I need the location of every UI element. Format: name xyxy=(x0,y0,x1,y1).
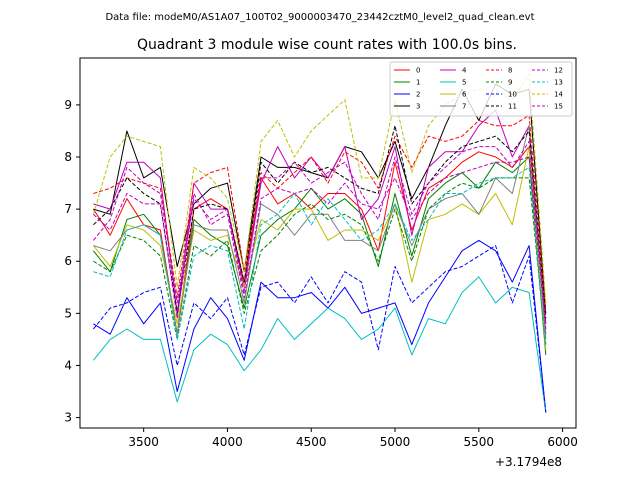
series-line-7 xyxy=(93,125,547,340)
y-tick-label: 8 xyxy=(64,150,72,164)
x-tick-label: 4500 xyxy=(296,435,327,449)
legend-label: 12 xyxy=(554,67,563,75)
x-tick-label: 6000 xyxy=(547,435,578,449)
legend-label: 5 xyxy=(462,79,466,87)
legend-label: 10 xyxy=(508,91,517,99)
y-tick-label: 3 xyxy=(64,411,72,425)
legend-label: 6 xyxy=(462,91,467,99)
series-line-2 xyxy=(93,239,547,413)
y-tick-label: 5 xyxy=(64,306,72,320)
series-line-13 xyxy=(93,166,547,345)
series-line-11 xyxy=(93,125,547,319)
legend-label: 3 xyxy=(416,103,420,111)
legend-box xyxy=(389,61,573,117)
series-line-12 xyxy=(93,156,547,330)
series-line-10 xyxy=(93,245,547,413)
legend-label: 15 xyxy=(554,103,563,111)
y-tick-label: 4 xyxy=(64,358,72,372)
figure-suptitle: Data file: modeM0/AS1A07_100T02_90000034… xyxy=(105,12,534,23)
series-line-15 xyxy=(93,140,547,324)
x-tick-label: 4000 xyxy=(212,435,243,449)
x-tick-label: 3500 xyxy=(128,435,159,449)
chart-title: Quadrant 3 module wise count rates with … xyxy=(137,37,517,53)
legend-label: 8 xyxy=(508,67,512,75)
x-tick-label: 5500 xyxy=(464,435,495,449)
legend-label: 9 xyxy=(508,79,512,87)
legend-label: 7 xyxy=(462,103,466,111)
x-tick-label: 5000 xyxy=(380,435,411,449)
legend-label: 4 xyxy=(462,67,467,75)
x-axis: 3500 4000 4500 5000 5500 6000 xyxy=(128,428,578,449)
x-offset-label: +3.1794e8 xyxy=(495,455,562,469)
y-axis: 3 4 5 6 7 8 9 xyxy=(64,98,80,425)
series-line-9 xyxy=(93,177,547,345)
series-line-6 xyxy=(93,146,547,350)
legend-label: 1 xyxy=(416,79,420,87)
plot-lines xyxy=(92,73,547,413)
legend-label: 13 xyxy=(554,79,563,87)
plot-frame xyxy=(79,57,577,429)
y-tick-label: 6 xyxy=(64,254,72,268)
series-line-5 xyxy=(93,276,547,413)
legend-label: 14 xyxy=(554,91,563,99)
y-tick-label: 9 xyxy=(64,98,72,112)
legend-label: 11 xyxy=(508,103,517,111)
legend-label: 2 xyxy=(416,91,420,99)
legend-label: 0 xyxy=(416,67,420,75)
y-tick-label: 7 xyxy=(64,202,72,216)
